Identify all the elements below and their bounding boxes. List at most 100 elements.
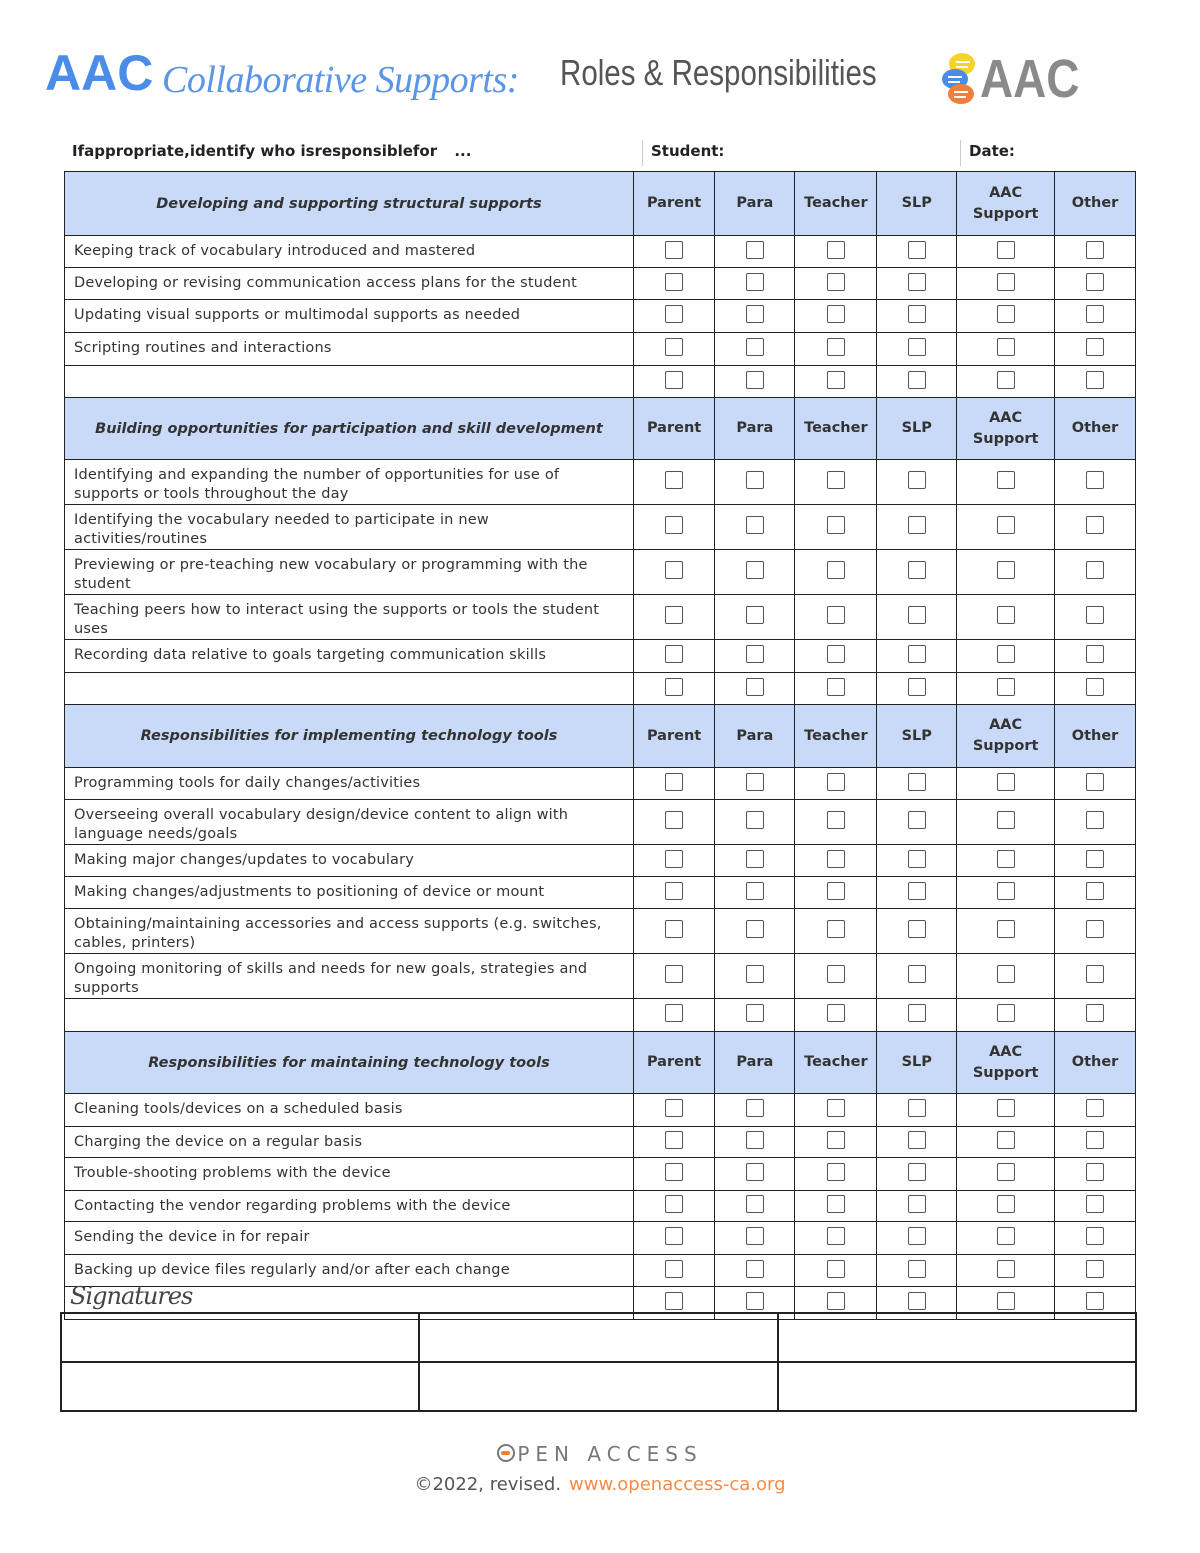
checkbox[interactable] xyxy=(1086,645,1105,663)
checkbox[interactable] xyxy=(1086,1227,1105,1245)
checkbox[interactable] xyxy=(665,516,684,534)
checkbox[interactable] xyxy=(745,561,764,579)
checkbox[interactable] xyxy=(996,881,1015,900)
checkbox[interactable] xyxy=(907,240,926,259)
checkbox[interactable] xyxy=(665,1163,684,1181)
checkbox[interactable] xyxy=(1086,965,1105,983)
checkbox[interactable] xyxy=(907,772,926,791)
checkbox[interactable] xyxy=(907,1292,926,1310)
checkbox[interactable] xyxy=(745,645,764,663)
checkbox[interactable] xyxy=(665,772,684,791)
checkbox[interactable] xyxy=(745,1259,764,1278)
checkbox[interactable] xyxy=(996,1004,1015,1022)
checkbox[interactable] xyxy=(665,881,684,900)
website-link[interactable]: www.openaccess-ca.org xyxy=(569,1474,786,1495)
checkbox[interactable] xyxy=(1086,1259,1105,1278)
checkbox[interactable] xyxy=(1086,606,1105,624)
checkbox[interactable] xyxy=(745,772,764,791)
checkbox[interactable] xyxy=(1086,1099,1105,1117)
checkbox[interactable] xyxy=(826,1099,845,1117)
checkbox[interactable] xyxy=(907,338,926,356)
checkbox[interactable] xyxy=(665,645,684,663)
checkbox[interactable] xyxy=(745,370,764,389)
signature-field[interactable] xyxy=(418,1312,779,1363)
checkbox[interactable] xyxy=(665,240,684,259)
checkbox[interactable] xyxy=(996,370,1015,389)
checkbox[interactable] xyxy=(745,677,764,696)
checkbox[interactable] xyxy=(665,811,684,829)
checkbox[interactable] xyxy=(665,305,684,323)
checkbox[interactable] xyxy=(1086,772,1105,791)
checkbox[interactable] xyxy=(665,272,684,291)
checkbox[interactable] xyxy=(826,370,845,389)
checkbox[interactable] xyxy=(1086,370,1105,389)
checkbox[interactable] xyxy=(907,1195,926,1213)
checkbox[interactable] xyxy=(996,677,1015,696)
checkbox[interactable] xyxy=(745,606,764,624)
checkbox[interactable] xyxy=(996,772,1015,791)
checkbox[interactable] xyxy=(1086,240,1105,259)
checkbox[interactable] xyxy=(907,1131,926,1149)
checkbox[interactable] xyxy=(826,272,845,291)
checkbox[interactable] xyxy=(996,1163,1015,1181)
checkbox[interactable] xyxy=(826,772,845,791)
checkbox[interactable] xyxy=(996,272,1015,291)
checkbox[interactable] xyxy=(665,677,684,696)
checkbox[interactable] xyxy=(745,338,764,356)
checkbox[interactable] xyxy=(826,1004,845,1022)
checkbox[interactable] xyxy=(745,849,764,868)
checkbox[interactable] xyxy=(826,1227,845,1245)
checkbox[interactable] xyxy=(826,1163,845,1181)
checkbox[interactable] xyxy=(665,471,684,489)
checkbox[interactable] xyxy=(745,920,764,938)
checkbox[interactable] xyxy=(1086,849,1105,868)
checkbox[interactable] xyxy=(826,811,845,829)
checkbox[interactable] xyxy=(826,881,845,900)
checkbox[interactable] xyxy=(1086,1004,1105,1022)
checkbox[interactable] xyxy=(907,561,926,579)
checkbox[interactable] xyxy=(1086,272,1105,291)
checkbox[interactable] xyxy=(826,471,845,489)
checkbox[interactable] xyxy=(745,881,764,900)
checkbox[interactable] xyxy=(826,849,845,868)
checkbox[interactable] xyxy=(745,240,764,259)
signature-field[interactable] xyxy=(418,1361,779,1412)
checkbox[interactable] xyxy=(1086,561,1105,579)
checkbox[interactable] xyxy=(745,1131,764,1149)
checkbox[interactable] xyxy=(996,1292,1015,1310)
checkbox[interactable] xyxy=(1086,338,1105,356)
checkbox[interactable] xyxy=(745,1004,764,1022)
checkbox[interactable] xyxy=(907,1099,926,1117)
signature-field[interactable] xyxy=(59,1312,421,1363)
checkbox[interactable] xyxy=(996,516,1015,534)
checkbox[interactable] xyxy=(665,1131,684,1149)
checkbox[interactable] xyxy=(1086,471,1105,489)
checkbox[interactable] xyxy=(907,272,926,291)
checkbox[interactable] xyxy=(826,965,845,983)
signature-field[interactable] xyxy=(776,1312,1138,1363)
checkbox[interactable] xyxy=(1086,811,1105,829)
checkbox[interactable] xyxy=(907,1004,926,1022)
checkbox[interactable] xyxy=(1086,1163,1105,1181)
checkbox[interactable] xyxy=(826,920,845,938)
checkbox[interactable] xyxy=(996,1195,1015,1213)
checkbox[interactable] xyxy=(996,1259,1015,1278)
checkbox[interactable] xyxy=(745,1195,764,1213)
checkbox[interactable] xyxy=(907,881,926,900)
checkbox[interactable] xyxy=(1086,1292,1105,1310)
checkbox[interactable] xyxy=(907,920,926,938)
checkbox[interactable] xyxy=(907,516,926,534)
checkbox[interactable] xyxy=(745,1099,764,1117)
checkbox[interactable] xyxy=(1086,305,1105,323)
checkbox[interactable] xyxy=(745,305,764,323)
checkbox[interactable] xyxy=(826,645,845,663)
checkbox[interactable] xyxy=(996,811,1015,829)
checkbox[interactable] xyxy=(996,561,1015,579)
checkbox[interactable] xyxy=(996,1099,1015,1117)
checkbox[interactable] xyxy=(1086,920,1105,938)
checkbox[interactable] xyxy=(745,272,764,291)
checkbox[interactable] xyxy=(826,1292,845,1310)
checkbox[interactable] xyxy=(996,645,1015,663)
checkbox[interactable] xyxy=(996,471,1015,489)
checkbox[interactable] xyxy=(665,1004,684,1022)
